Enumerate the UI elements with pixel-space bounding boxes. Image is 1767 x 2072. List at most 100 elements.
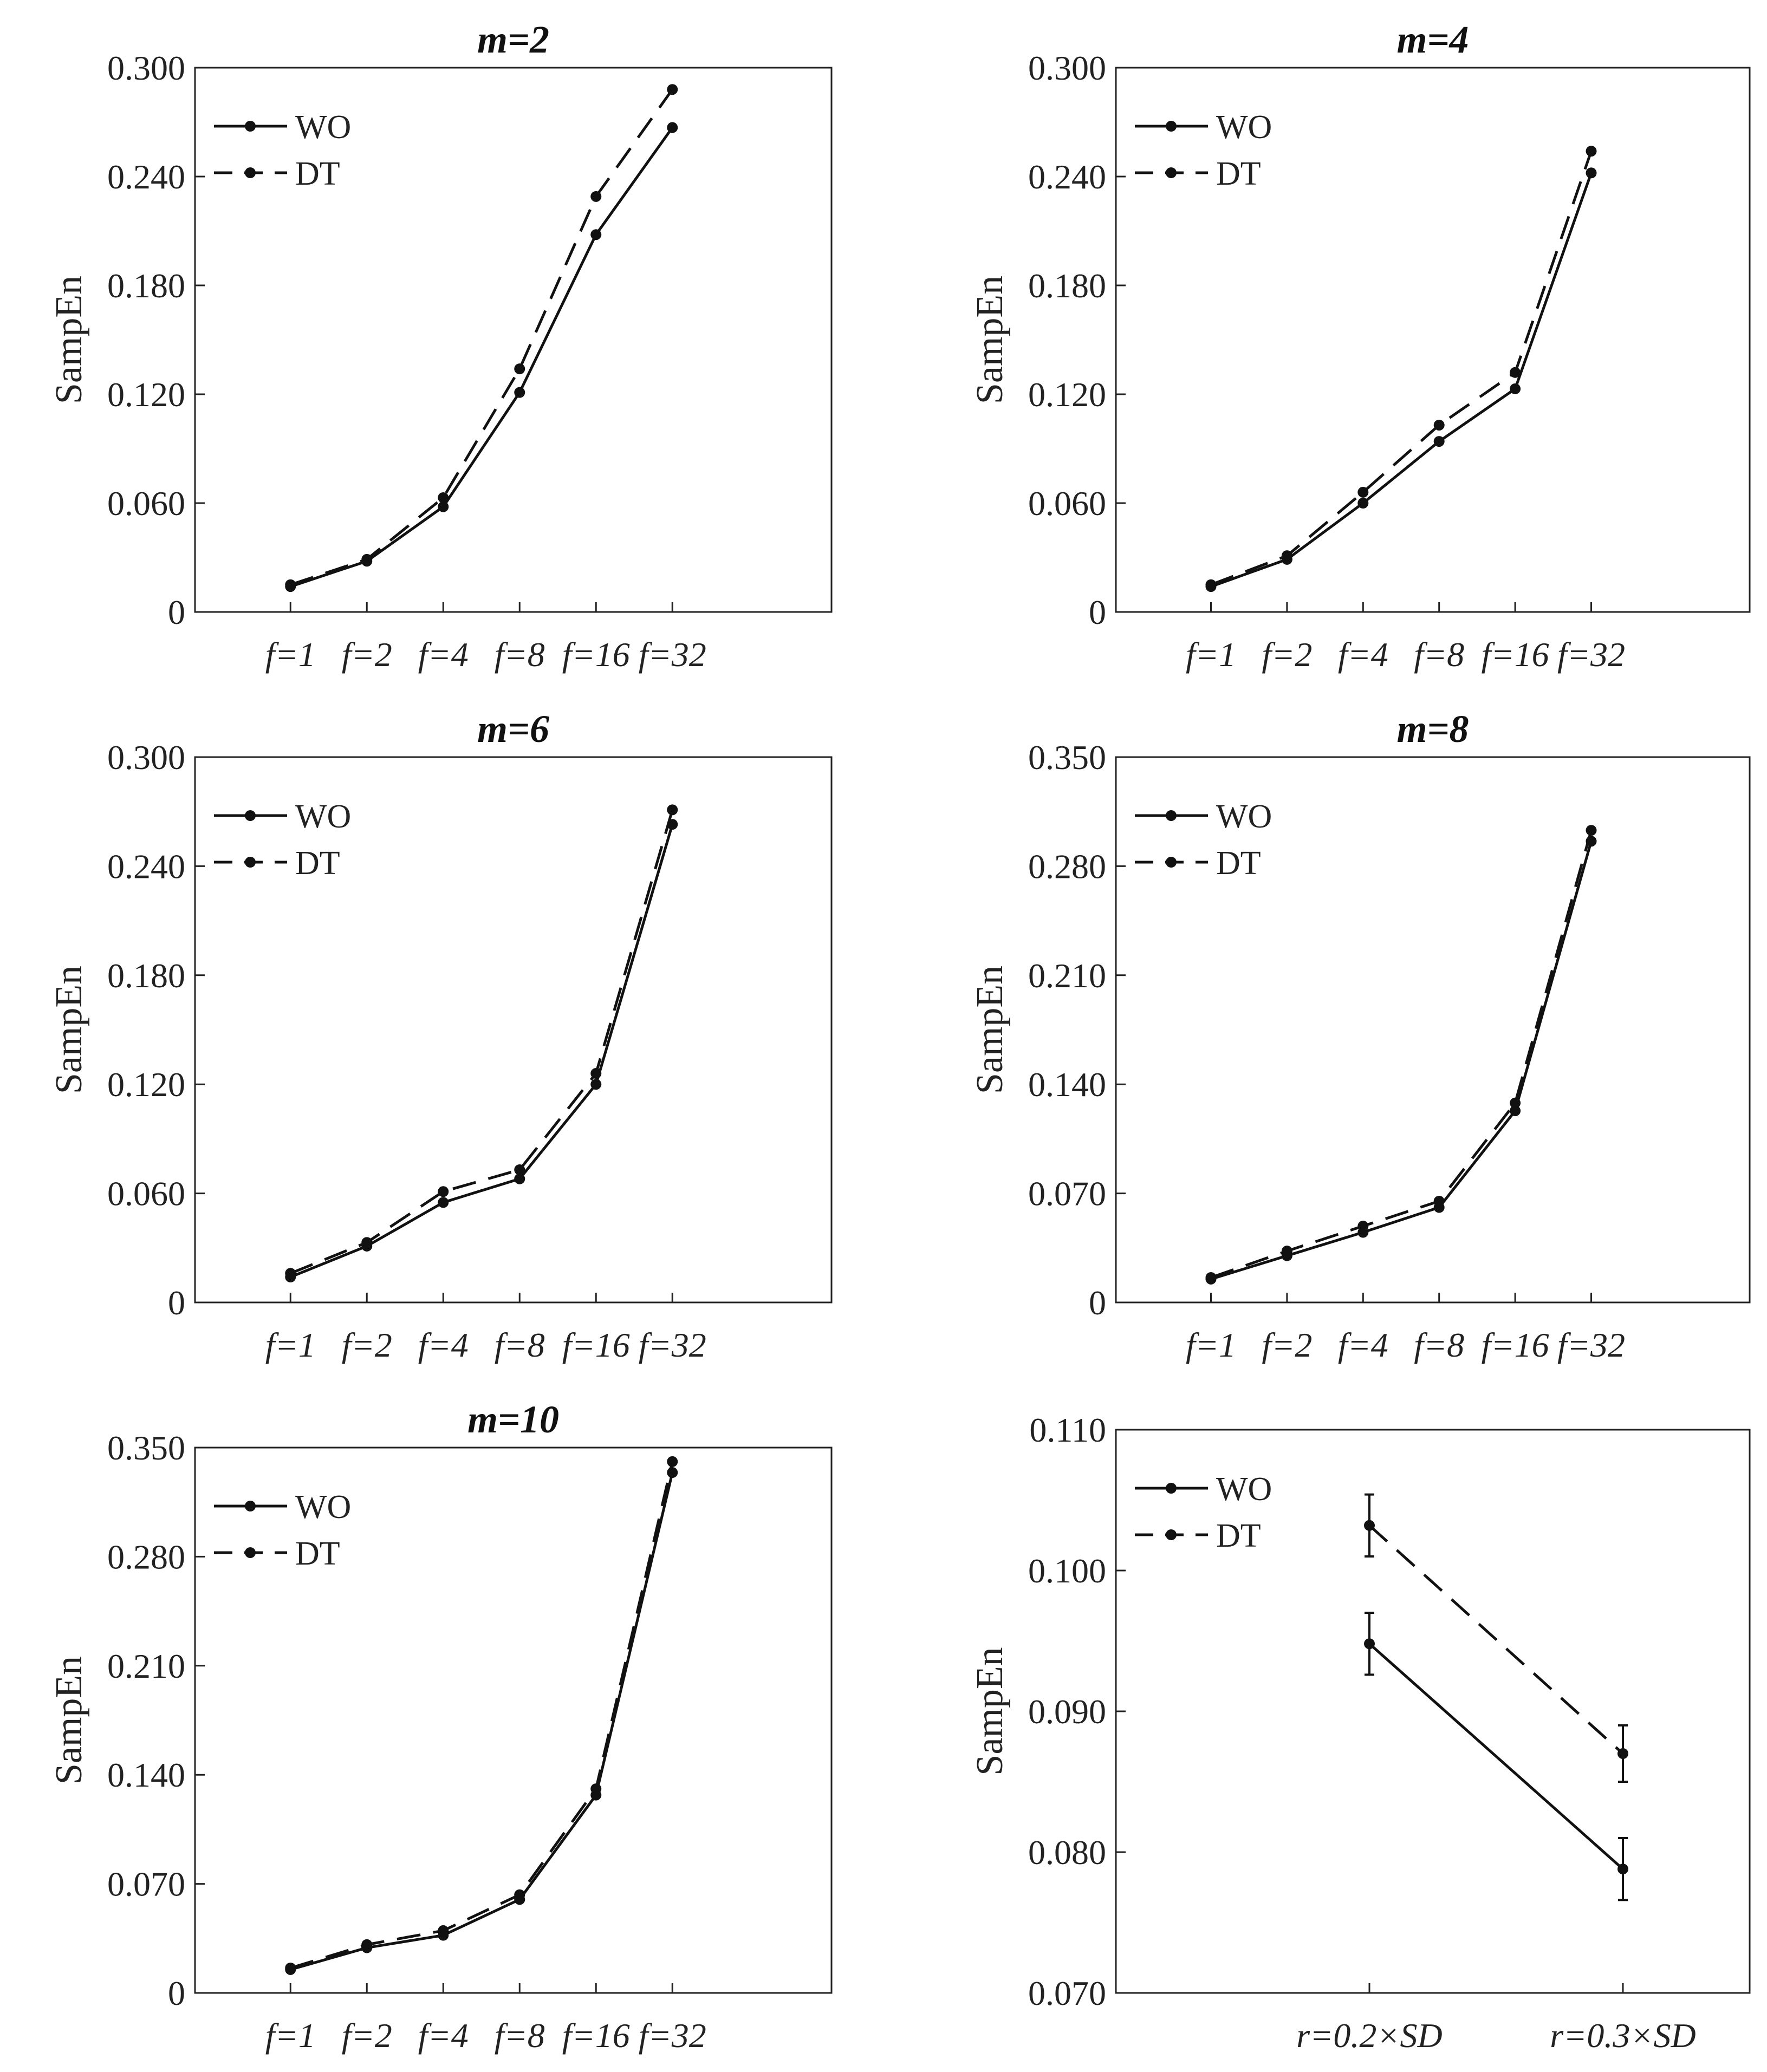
- legend-label-solid: WO: [1216, 1471, 1272, 1508]
- y-tick-label: 0.060: [107, 484, 185, 523]
- data-point-wo: [514, 387, 525, 398]
- chart-panel-5: 0 0.070 0.140 0.210 0.280 0.350 f=1 f=2 f=4 f=8 f=…: [48, 1398, 833, 2055]
- x-tick-label: f=8: [495, 1326, 545, 1364]
- legend-marker-solid: [1166, 121, 1177, 132]
- data-point-dt: [285, 1268, 296, 1279]
- data-point-dt: [1617, 1748, 1628, 1759]
- y-tick-label: 0.300: [1028, 49, 1106, 87]
- x-tick-label: f=32: [639, 635, 706, 674]
- x-tick-label: f=32: [639, 2016, 706, 2055]
- data-point-dt: [590, 1068, 602, 1079]
- x-tick-label: f=2: [342, 635, 392, 674]
- legend-marker-dashed: [245, 1547, 256, 1558]
- data-point-dt: [438, 1925, 449, 1936]
- y-tick-label: 0.280: [1028, 847, 1106, 885]
- x-tick-label: r=0.3×SD: [1550, 2016, 1696, 2055]
- legend-marker-solid: [1166, 810, 1177, 821]
- series-line-wo: [290, 1472, 674, 1971]
- data-point-dt: [1281, 1246, 1292, 1257]
- y-tick-label: 0: [1089, 593, 1106, 631]
- y-tick-label: 0.210: [107, 1647, 185, 1685]
- chart-panel-3: 0 0.060 0.120 0.180 0.240 0.300 f=1 f=2 f=4 f=8 f=…: [48, 707, 833, 1364]
- data-point-dt: [438, 1186, 449, 1197]
- series-line-dt: [1210, 830, 1593, 1279]
- data-point-dt: [514, 363, 525, 375]
- y-tick-label: 0.110: [1029, 1411, 1106, 1449]
- data-point-wo: [667, 1467, 678, 1478]
- legend-label-solid: WO: [295, 798, 351, 835]
- chart-panel-6: 0.070 0.080 0.090 0.100 0.110 r=0.2×SD r=0.3×S…: [969, 1411, 1751, 2055]
- series-line-wo: [1368, 1643, 1624, 1871]
- y-axis-label: SampEn: [969, 1647, 1011, 1775]
- legend-label-solid: WO: [295, 1489, 351, 1526]
- y-tick-label: 0.180: [107, 266, 185, 305]
- y-tick-label: 0.350: [107, 1429, 185, 1467]
- data-point-dt: [285, 1962, 296, 1973]
- y-tick-label: 0.350: [1028, 738, 1106, 777]
- plot-frame: [194, 756, 833, 1304]
- data-point-dt: [361, 1939, 373, 1950]
- x-tick-label: f=1: [265, 1326, 316, 1364]
- legend-label-solid: WO: [1216, 798, 1272, 835]
- data-point-wo: [1364, 1638, 1375, 1650]
- series-line-dt: [290, 809, 674, 1275]
- data-point-dt: [285, 579, 296, 590]
- legend-marker-dashed: [245, 857, 256, 868]
- data-point-wo: [667, 122, 678, 133]
- y-tick-label: 0: [168, 1974, 185, 2012]
- chart-title: m=8: [1396, 707, 1469, 751]
- legend-label-dashed: DT: [295, 1535, 340, 1572]
- x-tick-label: f=1: [265, 2016, 316, 2055]
- y-axis-label: SampEn: [48, 966, 90, 1094]
- x-tick-label: r=0.2×SD: [1296, 2016, 1443, 2055]
- data-point-dt: [514, 1889, 525, 1900]
- x-tick-label: f=16: [562, 2016, 630, 2055]
- data-point-wo: [514, 1173, 525, 1184]
- data-point-wo: [1357, 498, 1369, 509]
- data-point-dt: [667, 804, 678, 816]
- series-line-wo: [1210, 840, 1593, 1281]
- legend-marker-dashed: [1166, 1529, 1177, 1540]
- y-tick-label: 0.180: [107, 956, 185, 995]
- x-tick-label: f=2: [342, 1326, 392, 1364]
- data-point-dt: [667, 84, 678, 95]
- chart-title: m=6: [477, 707, 549, 751]
- y-tick-label: 0.240: [1028, 158, 1106, 196]
- y-tick-label: 0.120: [107, 1065, 185, 1104]
- x-tick-label: f=32: [1557, 1326, 1625, 1364]
- y-tick-label: 0.070: [107, 1865, 185, 1904]
- plot-frame: [194, 1447, 833, 1994]
- data-point-wo: [438, 1197, 449, 1208]
- data-point-wo: [1433, 436, 1445, 447]
- y-tick-label: 0.300: [107, 49, 185, 87]
- y-axis-label: SampEn: [48, 276, 90, 404]
- series-line-dt: [1368, 1524, 1624, 1755]
- x-tick-label: f=4: [1338, 635, 1388, 674]
- y-tick-label: 0.280: [107, 1537, 185, 1576]
- series-line-wo: [1210, 172, 1593, 588]
- legend-label-dashed: DT: [1216, 155, 1261, 192]
- data-point-wo: [590, 1079, 602, 1090]
- y-tick-label: 0.120: [1028, 375, 1106, 414]
- data-point-wo: [590, 229, 602, 240]
- legend-marker-solid: [245, 1501, 256, 1511]
- data-point-wo: [1586, 167, 1597, 179]
- x-tick-label: f=16: [562, 1326, 630, 1364]
- x-tick-label: f=2: [1262, 1326, 1312, 1364]
- data-point-dt: [361, 553, 373, 565]
- x-tick-label: f=1: [1186, 1326, 1236, 1364]
- data-point-dt: [1586, 146, 1597, 157]
- x-tick-label: f=1: [265, 635, 316, 674]
- legend-label-dashed: DT: [1216, 845, 1261, 882]
- y-tick-label: 0: [168, 593, 185, 631]
- x-tick-label: f=2: [342, 2016, 392, 2055]
- y-tick-label: 0.060: [1028, 484, 1106, 523]
- x-tick-label: f=1: [1186, 635, 1236, 674]
- chart-panel-1: 0 0.060 0.120 0.180 0.240 0.300 f=1 f=2 f=4 f=8 f=…: [48, 18, 833, 674]
- y-tick-label: 0.240: [107, 847, 185, 885]
- data-point-wo: [438, 501, 449, 512]
- data-point-wo: [1510, 383, 1521, 394]
- x-tick-label: f=4: [1338, 1326, 1388, 1364]
- y-tick-label: 0.140: [107, 1756, 185, 1794]
- legend-label-dashed: DT: [295, 155, 340, 192]
